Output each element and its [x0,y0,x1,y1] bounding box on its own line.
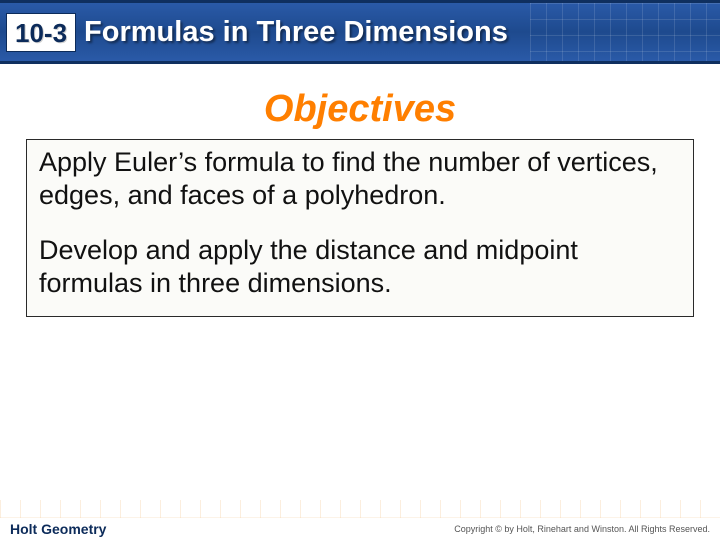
footer-copyright: Copyright © by Holt, Rinehart and Winsto… [454,524,710,534]
objectives-box: Apply Euler’s formula to find the number… [26,139,694,317]
lesson-number-box: 10-3 [6,13,76,52]
content-area: Objectives Apply Euler’s formula to find… [0,64,720,317]
footer: Holt Geometry Copyright © by Holt, Rineh… [0,518,720,540]
header-bar: 10-3 Formulas in Three Dimensions [0,0,720,64]
objective-item: Apply Euler’s formula to find the number… [39,146,681,212]
footer-grid-decor [0,500,720,518]
header-grid-decor [530,3,720,61]
footer-brand: Holt Geometry [10,521,106,537]
lesson-title: Formulas in Three Dimensions [84,16,508,49]
objectives-heading: Objectives [26,88,694,131]
objective-item: Develop and apply the distance and midpo… [39,234,681,300]
